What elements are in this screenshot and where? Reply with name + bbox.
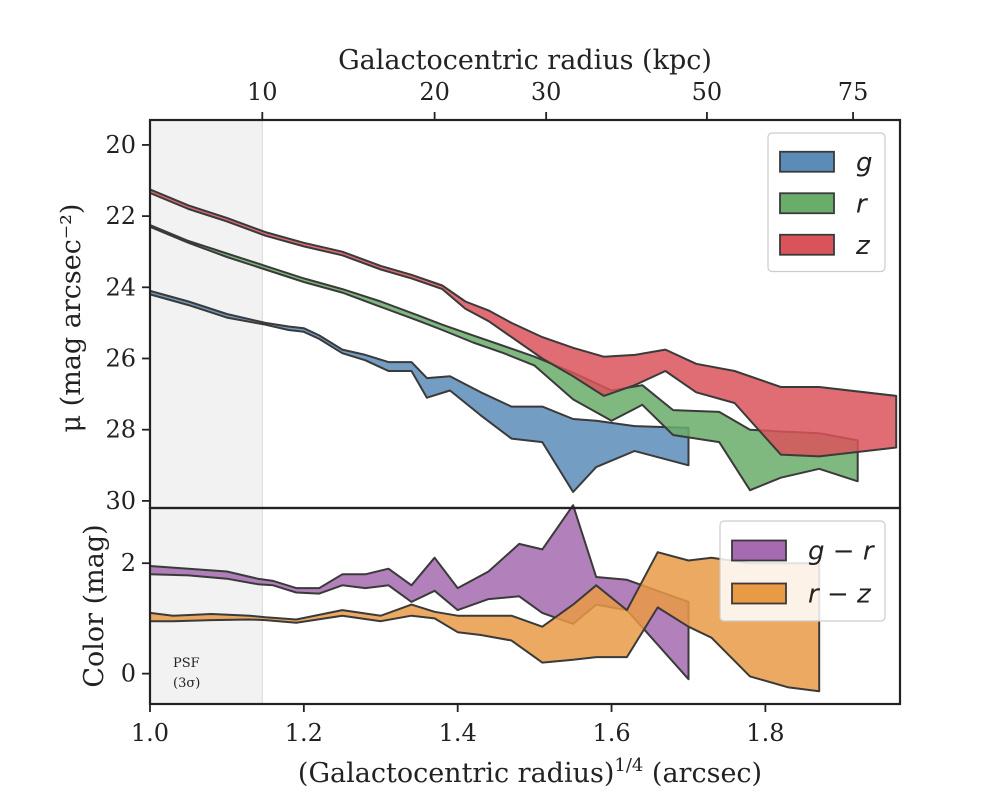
top-x-tick-label: 75 — [838, 78, 869, 106]
x-tick-label: 1.4 — [439, 719, 477, 747]
top-legend-swatch — [779, 233, 835, 256]
bottom-legend-label: r − z — [808, 580, 872, 610]
psf-shaded-region — [150, 120, 263, 704]
top-legend-label: r — [856, 189, 869, 219]
x-axis-title: (Galactocentric radius)1/4 (arcsec) — [298, 755, 762, 789]
top-y-tick-label: 24 — [105, 273, 136, 301]
top-x-tick-label: 50 — [692, 78, 723, 106]
top-panel-band-2 — [149, 188, 898, 458]
bottom-panel-band-0 — [149, 504, 690, 681]
bottom-legend-swatch — [731, 582, 787, 605]
top-legend-swatch — [779, 192, 835, 215]
top-axis-title: Galactocentric radius (kpc) — [338, 45, 712, 76]
top-y-tick-label: 30 — [105, 487, 136, 515]
top-y-tick-label: 26 — [105, 344, 136, 372]
top-panel-band-1 — [149, 224, 859, 492]
top-y-tick-label: 20 — [105, 131, 136, 159]
bottom-legend-label: g − r — [808, 537, 876, 567]
x-tick-label: 1.2 — [285, 719, 323, 747]
bottom-y-axis-title: Color (mag) — [79, 524, 110, 687]
top-legend-label: g — [856, 148, 873, 178]
bottom-panel-band-1 — [149, 551, 821, 693]
top-panel-band-0 — [149, 289, 690, 493]
bottom-panel-frame — [148, 506, 902, 706]
bottom-y-tick-label: 0 — [121, 660, 136, 688]
bottom-legend-swatch — [731, 539, 787, 562]
x-tick-label: 1.0 — [131, 719, 169, 747]
top-x-tick-label: 10 — [247, 78, 278, 106]
top-y-axis-title: μ (mag arcsec⁻²) — [56, 204, 87, 433]
x-tick-label: 1.6 — [592, 719, 630, 747]
top-y-tick-label: 22 — [105, 202, 136, 230]
top-x-tick-label: 20 — [419, 78, 450, 106]
top-legend-label: z — [855, 231, 871, 261]
x-tick-label: 1.8 — [746, 719, 784, 747]
top-y-tick-label: 28 — [105, 416, 136, 444]
psf-sigma-label: (3σ) — [173, 676, 200, 691]
top-legend-swatch — [779, 150, 835, 173]
bottom-y-tick-label: 2 — [121, 549, 136, 577]
psf-label: PSF — [173, 656, 200, 671]
top-x-tick-label: 30 — [531, 78, 562, 106]
